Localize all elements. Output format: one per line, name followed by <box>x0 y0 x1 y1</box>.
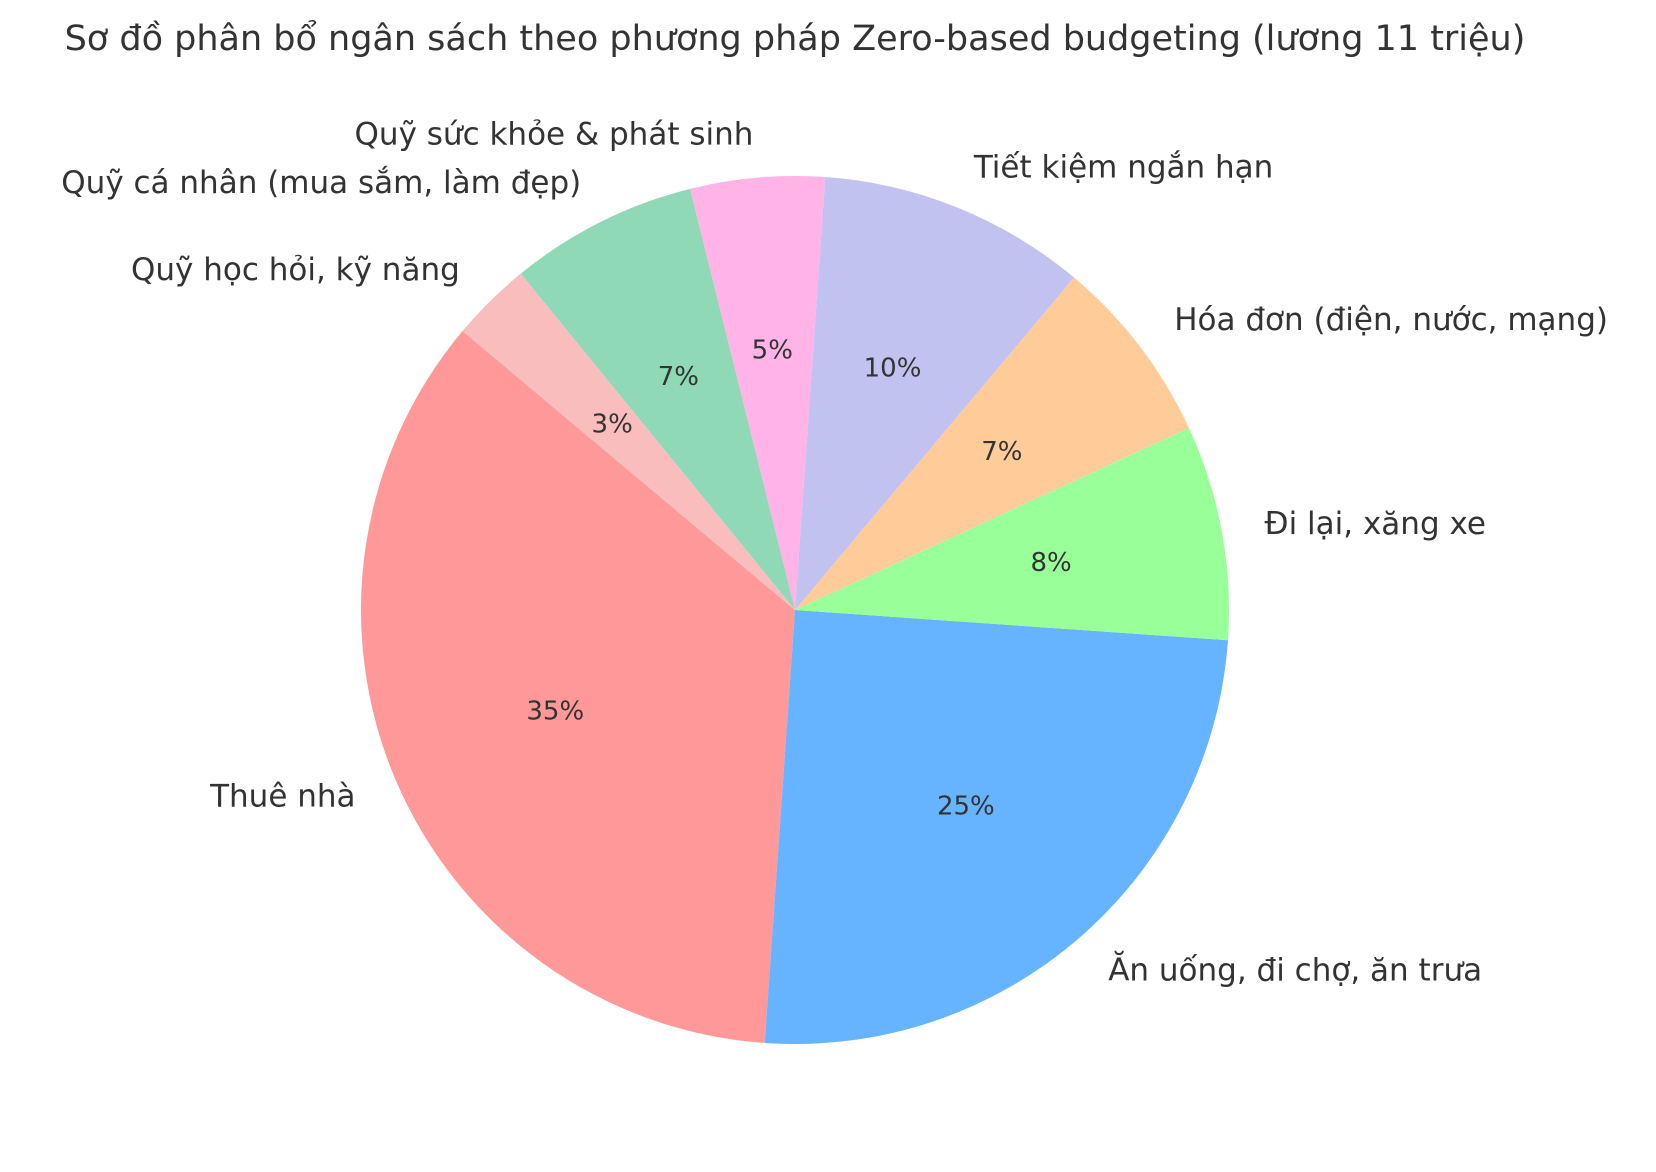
pie-slice-quy-hoc-hoi-ky-nang <box>462 273 795 610</box>
percent-label-quy-hoc-hoi-ky-nang: 3% <box>592 410 633 440</box>
percent-label-hoa-don-dien-nuoc-mang: 7% <box>981 437 1022 467</box>
percent-label-di-lai-xang-xe: 8% <box>1030 548 1071 578</box>
percent-label-quy-ca-nhan-mua-sam-lam-dep: 7% <box>658 362 699 392</box>
pie-slice-an-uong-di-cho-an-trua <box>764 610 1228 1044</box>
pie-slices <box>361 176 1229 1044</box>
pie-slice-tiet-kiem-ngan-han <box>795 177 1074 611</box>
percent-label-quy-suc-khoe-phat-sinh: 5% <box>752 336 793 366</box>
chart-title: Sơ đồ phân bổ ngân sách theo phương pháp… <box>65 18 1526 59</box>
slice-label-quy-suc-khoe-phat-sinh: Quỹ sức khỏe & phát sinh <box>355 116 754 152</box>
percent-label-tiet-kiem-ngan-han: 10% <box>864 354 922 384</box>
pie-slice-quy-suc-khoe-phat-sinh <box>690 176 826 610</box>
slice-label-quy-ca-nhan-mua-sam-lam-dep: Quỹ cá nhân (mua sắm, làm đẹp) <box>61 165 581 201</box>
slice-label-an-uong-di-cho-an-trua: Ăn uống, đi chợ, ăn trưa <box>1108 951 1482 988</box>
percent-label-thue-nha: 35% <box>526 697 584 727</box>
slice-label-hoa-don-dien-nuoc-mang: Hóa đơn (điện, nước, mạng) <box>1174 302 1608 338</box>
slice-label-thue-nha: Thuê nhà <box>209 779 355 815</box>
pie-slice-thue-nha <box>361 331 795 1043</box>
slice-label-di-lai-xang-xe: Đi lại, xăng xe <box>1265 506 1486 542</box>
slice-label-quy-hoc-hoi-ky-nang: Quỹ học hỏi, kỹ năng <box>131 252 460 288</box>
pie-slice-di-lai-xang-xe <box>795 427 1229 641</box>
pie-labels: 35% Thuê nhà 25% Ăn uống, đi chợ, ăn trưa 8%… <box>61 116 1608 988</box>
slice-label-tiet-kiem-ngan-han: Tiết kiệm ngắn hạn <box>973 149 1273 185</box>
percent-label-an-uong-di-cho-an-trua: 25% <box>937 792 995 822</box>
pie-slice-hoa-don-dien-nuoc-mang <box>795 277 1189 610</box>
pie-slice-quy-ca-nhan-mua-sam-lam-dep <box>520 188 795 610</box>
